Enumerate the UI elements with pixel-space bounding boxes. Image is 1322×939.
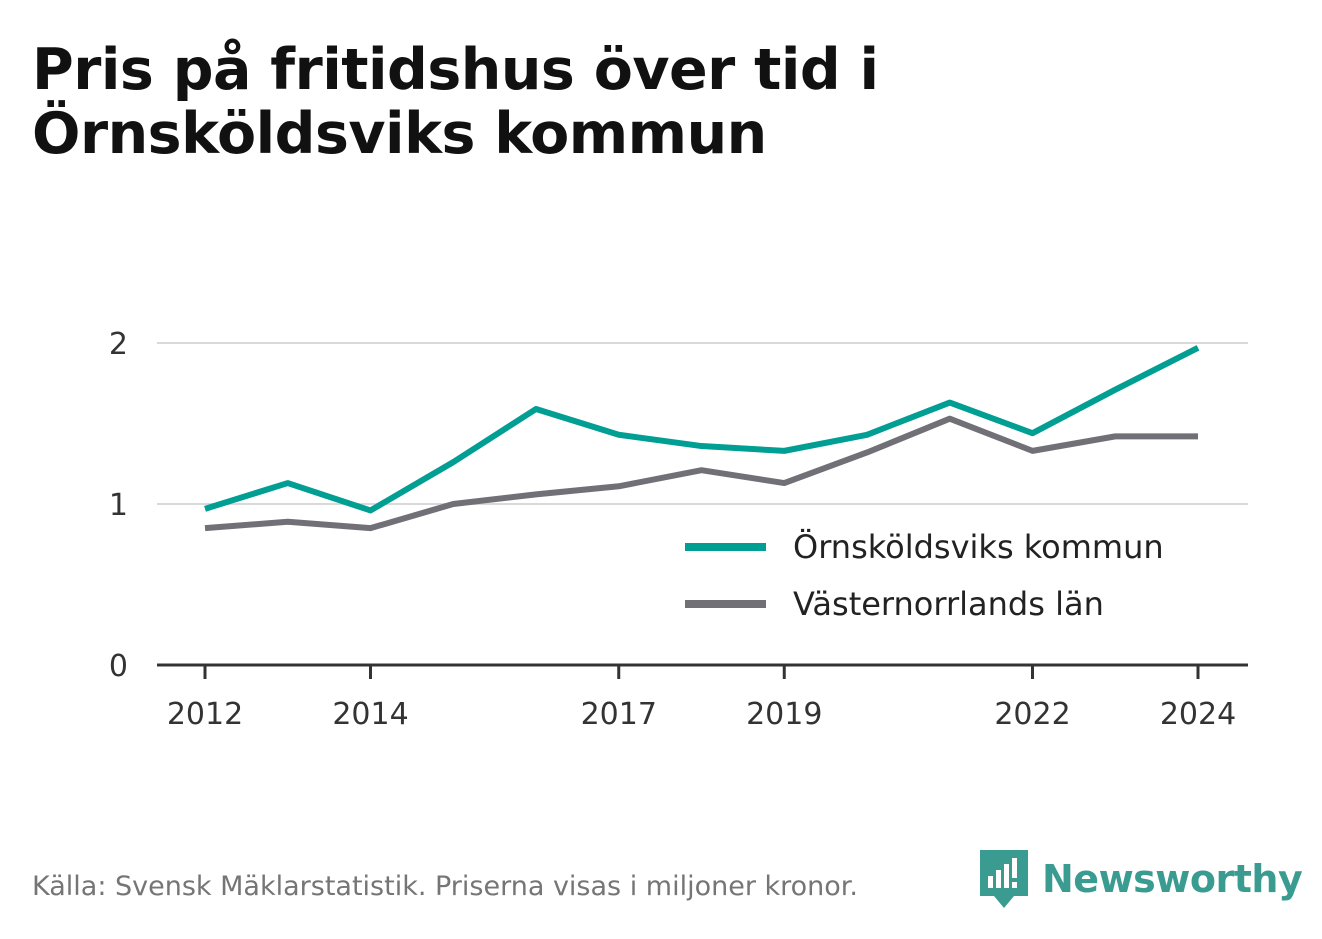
y-tick-label: 1 — [109, 488, 128, 523]
series-line-1 — [204, 345, 1200, 514]
newsworthy-logo-icon — [980, 850, 1028, 908]
brand-name: Newsworthy — [1042, 857, 1303, 901]
legend-label-1: Örnsköldsviks kommun — [793, 528, 1164, 566]
x-tick-label: 2014 — [332, 697, 408, 732]
source-note: Källa: Svensk Mäklarstatistik. Priserna … — [32, 871, 859, 902]
brand-logo: Newsworthy — [980, 850, 1303, 908]
legend-label-2: Västernorrlands län — [793, 585, 1104, 623]
x-tick-label: 2017 — [581, 697, 657, 732]
y-tick-label: 2 — [109, 327, 128, 362]
x-tick-label: 2024 — [1160, 697, 1236, 732]
y-tick-label: 0 — [109, 649, 128, 684]
x-tick-label: 2019 — [746, 697, 822, 732]
x-tick-label: 2022 — [994, 697, 1070, 732]
series-line-2 — [204, 415, 1198, 532]
chart-title: Pris på fritidshus över tid i Örnsköldsv… — [32, 37, 879, 167]
x-tick-label: 2012 — [167, 697, 243, 732]
